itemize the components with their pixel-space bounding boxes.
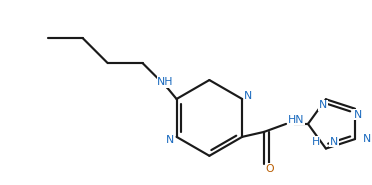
Text: HN: HN <box>288 115 305 125</box>
Text: O: O <box>266 164 275 174</box>
Text: H: H <box>312 137 320 147</box>
Text: NH: NH <box>157 77 174 87</box>
Text: N: N <box>354 110 362 120</box>
Text: N: N <box>330 137 338 147</box>
Text: N: N <box>166 135 174 145</box>
Text: N: N <box>319 100 327 110</box>
Text: N: N <box>363 134 371 144</box>
Text: N: N <box>244 91 253 101</box>
